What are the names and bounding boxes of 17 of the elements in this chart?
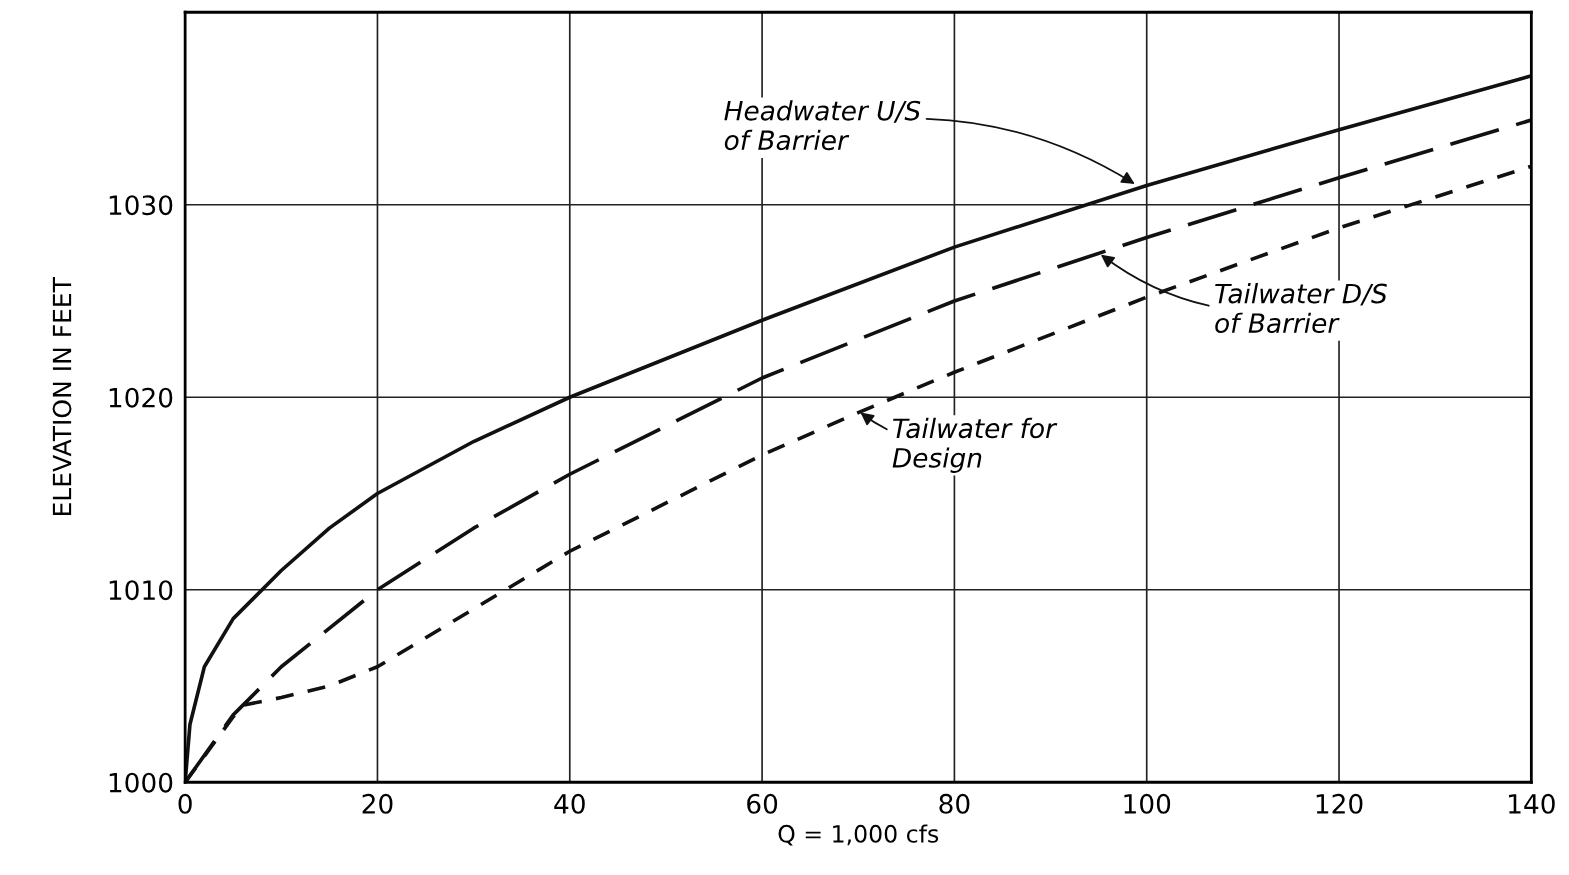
x-tick-label: 0 [178, 793, 192, 814]
x-tick-label: 40 [554, 793, 585, 814]
y-tick-label: 1020 [109, 387, 173, 408]
x-tick-label: 140 [1509, 793, 1555, 814]
x-tick-label: 80 [939, 793, 970, 814]
x-axis-title: Q = 1,000 cfs [778, 824, 939, 846]
y-axis-title: ELEVATION IN FEET [52, 276, 72, 516]
x-tick-label: 20 [362, 793, 393, 814]
y-tick-label: 1000 [109, 772, 173, 793]
x-tick-label: 120 [1316, 793, 1363, 814]
x-tick-label: 60 [747, 793, 778, 814]
y-tick-label: 1030 [109, 195, 173, 216]
annotation: Headwater U/S of Barrier [724, 100, 921, 151]
annotation: Tailwater D/S of Barrier [1215, 283, 1387, 334]
x-tick-label: 100 [1124, 793, 1171, 814]
y-tick-label: 1010 [109, 580, 173, 601]
annotation: Tailwater for Design [892, 417, 1058, 473]
